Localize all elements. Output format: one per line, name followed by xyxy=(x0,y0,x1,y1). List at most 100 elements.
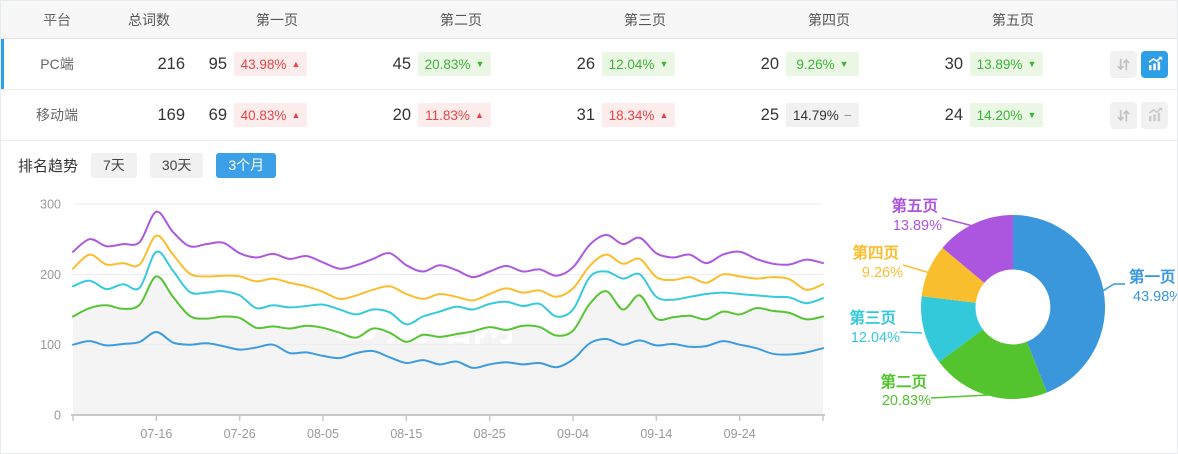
table-row-pc[interactable]: PC端 216 95 43.98% ▲ 45 20.83% ▼ 26 12.04% ▼ 20 9.26%… xyxy=(1,39,1177,90)
change-badge: 14.79% − xyxy=(786,103,859,127)
change-up-icon: ▲ xyxy=(291,109,301,120)
donut-label-percent: 43.98% xyxy=(1133,289,1178,305)
change-badge: 18.34% ▲ xyxy=(602,103,675,127)
total-words-count: 169 xyxy=(157,105,185,124)
label-leader-line xyxy=(930,394,989,399)
donut-label-name: 第二页 xyxy=(880,372,927,391)
tab-3-months[interactable]: 3个月 xyxy=(216,152,277,178)
table-body: PC端 216 95 43.98% ▲ 45 20.83% ▼ 26 12.04% ▼ 20 9.26%… xyxy=(1,39,1177,141)
page-2-cell: 45 20.83% ▼ xyxy=(369,52,553,76)
donut-slice-第二页[interactable] xyxy=(939,329,1047,400)
change-pct: 14.79% xyxy=(793,107,839,123)
change-badge: 11.83% ▲ xyxy=(418,103,491,127)
x-axis-label: 08-05 xyxy=(307,427,339,441)
label-leader-line xyxy=(899,331,923,334)
donut-slice-第一页[interactable] xyxy=(1013,215,1106,393)
change-badge: 20.83% ▼ xyxy=(418,52,491,76)
page-5-cell: 30 13.89% ▼ xyxy=(921,52,1105,76)
page-count: 20 xyxy=(760,54,779,73)
change-pct: 12.04% xyxy=(608,56,655,72)
total-words-count: 216 xyxy=(157,54,185,73)
change-up-icon: ▲ xyxy=(291,58,301,69)
change-badge: 43.98% ▲ xyxy=(234,52,307,76)
page-count: 24 xyxy=(944,105,963,124)
trend-range-tabs: 7天 30天 3个月 xyxy=(78,152,277,178)
change-badge: 14.20% ▼ xyxy=(970,103,1043,127)
trend-chart-button[interactable] xyxy=(1141,101,1168,129)
change-down-icon: ▼ xyxy=(475,58,485,69)
col-header-total-words: 总词数 xyxy=(128,11,170,28)
line-series-第二页[interactable] xyxy=(72,275,824,343)
sort-arrows-button[interactable] xyxy=(1110,50,1137,78)
col-header-page-2: 第二页 xyxy=(440,11,482,28)
change-badge: 12.04% ▼ xyxy=(602,52,675,76)
donut-label-name: 第三页 xyxy=(849,308,896,327)
change-pct: 11.83% xyxy=(425,107,470,123)
x-axis-label: 07-26 xyxy=(224,427,256,441)
x-axis-label: 09-14 xyxy=(640,427,672,441)
page-count: 45 xyxy=(392,54,411,73)
table-header-row: 平台 总词数 第一页 第二页 第三页 第四页 第五页 xyxy=(1,1,1177,39)
change-badge: 13.89% ▼ xyxy=(970,52,1043,76)
page-5-cell: 24 14.20% ▼ xyxy=(921,103,1105,127)
page-2-cell: 20 11.83% ▲ xyxy=(369,103,553,127)
trend-line-chart[interactable]: 爱站网 0 100 200 300 07-16 07-26 08-05 08-15 08-25 09… xyxy=(1,186,841,454)
line-series-第一页[interactable] xyxy=(72,330,824,369)
change-down-icon: ▼ xyxy=(839,58,849,69)
page-1-cell: 69 40.83% ▲ xyxy=(185,103,369,127)
page-1-cell: 95 43.98% ▲ xyxy=(185,52,369,76)
change-pct: 14.20% xyxy=(976,107,1023,123)
donut-label-percent: 9.26% xyxy=(862,265,903,281)
page-4-cell: 20 9.26% ▼ xyxy=(737,52,921,76)
trend-section-title: 排名趋势 xyxy=(18,157,79,175)
donut-label-name: 第五页 xyxy=(891,196,938,215)
col-header-page-1: 第一页 xyxy=(256,11,298,28)
x-axis-label: 07-16 xyxy=(140,427,172,441)
platform-name: 移动端 xyxy=(36,107,78,123)
line-series-第三页[interactable] xyxy=(72,250,824,326)
page-count: 31 xyxy=(576,105,595,124)
label-leader-line xyxy=(1100,283,1125,293)
page-distribution-donut[interactable]: 第一页 43.98% 第二页 20.83% 第三页 12.04% 第四页 9.26% 第五页 13… xyxy=(841,176,1178,454)
change-badge: 9.26% ▼ xyxy=(786,52,859,76)
donut-label-name: 第四页 xyxy=(852,243,899,262)
x-axis-label: 09-24 xyxy=(724,427,756,441)
sort-arrows-button[interactable] xyxy=(1110,101,1137,129)
donut-slice-第四页[interactable] xyxy=(921,247,985,303)
trend-tabs-bar: 排名趋势 7天 30天 3个月 xyxy=(1,141,1177,189)
x-axis-label: 08-25 xyxy=(474,427,506,441)
tab-7-days[interactable]: 7天 xyxy=(91,152,137,178)
y-axis-label: 100 xyxy=(40,338,61,352)
change-pct: 9.26% xyxy=(796,56,835,72)
change-pct: 13.89% xyxy=(976,56,1023,72)
line-series-第四页[interactable] xyxy=(72,234,824,302)
change-down-icon: ▼ xyxy=(1027,109,1037,120)
y-axis-label: 300 xyxy=(40,198,61,212)
table-row-mobile[interactable]: 移动端 169 69 40.83% ▲ 20 11.83% ▲ 31 18.34% ▲ 25 14.79… xyxy=(1,90,1177,141)
donut-slice-第五页[interactable] xyxy=(942,215,1014,283)
y-axis-label: 200 xyxy=(40,268,61,282)
donut-slice-第三页[interactable] xyxy=(920,296,983,362)
change-up-icon: ▲ xyxy=(474,109,484,120)
trend-chart-button[interactable] xyxy=(1141,50,1168,78)
line-series-第五页[interactable] xyxy=(72,210,824,279)
page-count: 20 xyxy=(392,105,411,124)
donut-label-percent: 13.89% xyxy=(893,218,942,234)
tab-30-days[interactable]: 30天 xyxy=(149,152,204,178)
col-header-platform: 平台 xyxy=(43,11,71,28)
page-count: 30 xyxy=(944,54,963,73)
page-count: 26 xyxy=(576,54,595,73)
change-pct: 43.98% xyxy=(240,56,287,72)
change-pct: 18.34% xyxy=(608,107,655,123)
y-axis-label: 0 xyxy=(54,409,61,423)
donut-label-name: 第一页 xyxy=(1129,267,1176,286)
page-count: 95 xyxy=(208,54,227,73)
area-fill xyxy=(73,276,823,415)
page-3-cell: 26 12.04% ▼ xyxy=(553,52,737,76)
change-flat-icon: − xyxy=(843,107,852,123)
page-4-cell: 25 14.79% − xyxy=(737,103,921,127)
page-3-cell: 31 18.34% ▲ xyxy=(553,103,737,127)
change-pct: 40.83% xyxy=(240,107,287,123)
change-down-icon: ▼ xyxy=(1027,58,1037,69)
